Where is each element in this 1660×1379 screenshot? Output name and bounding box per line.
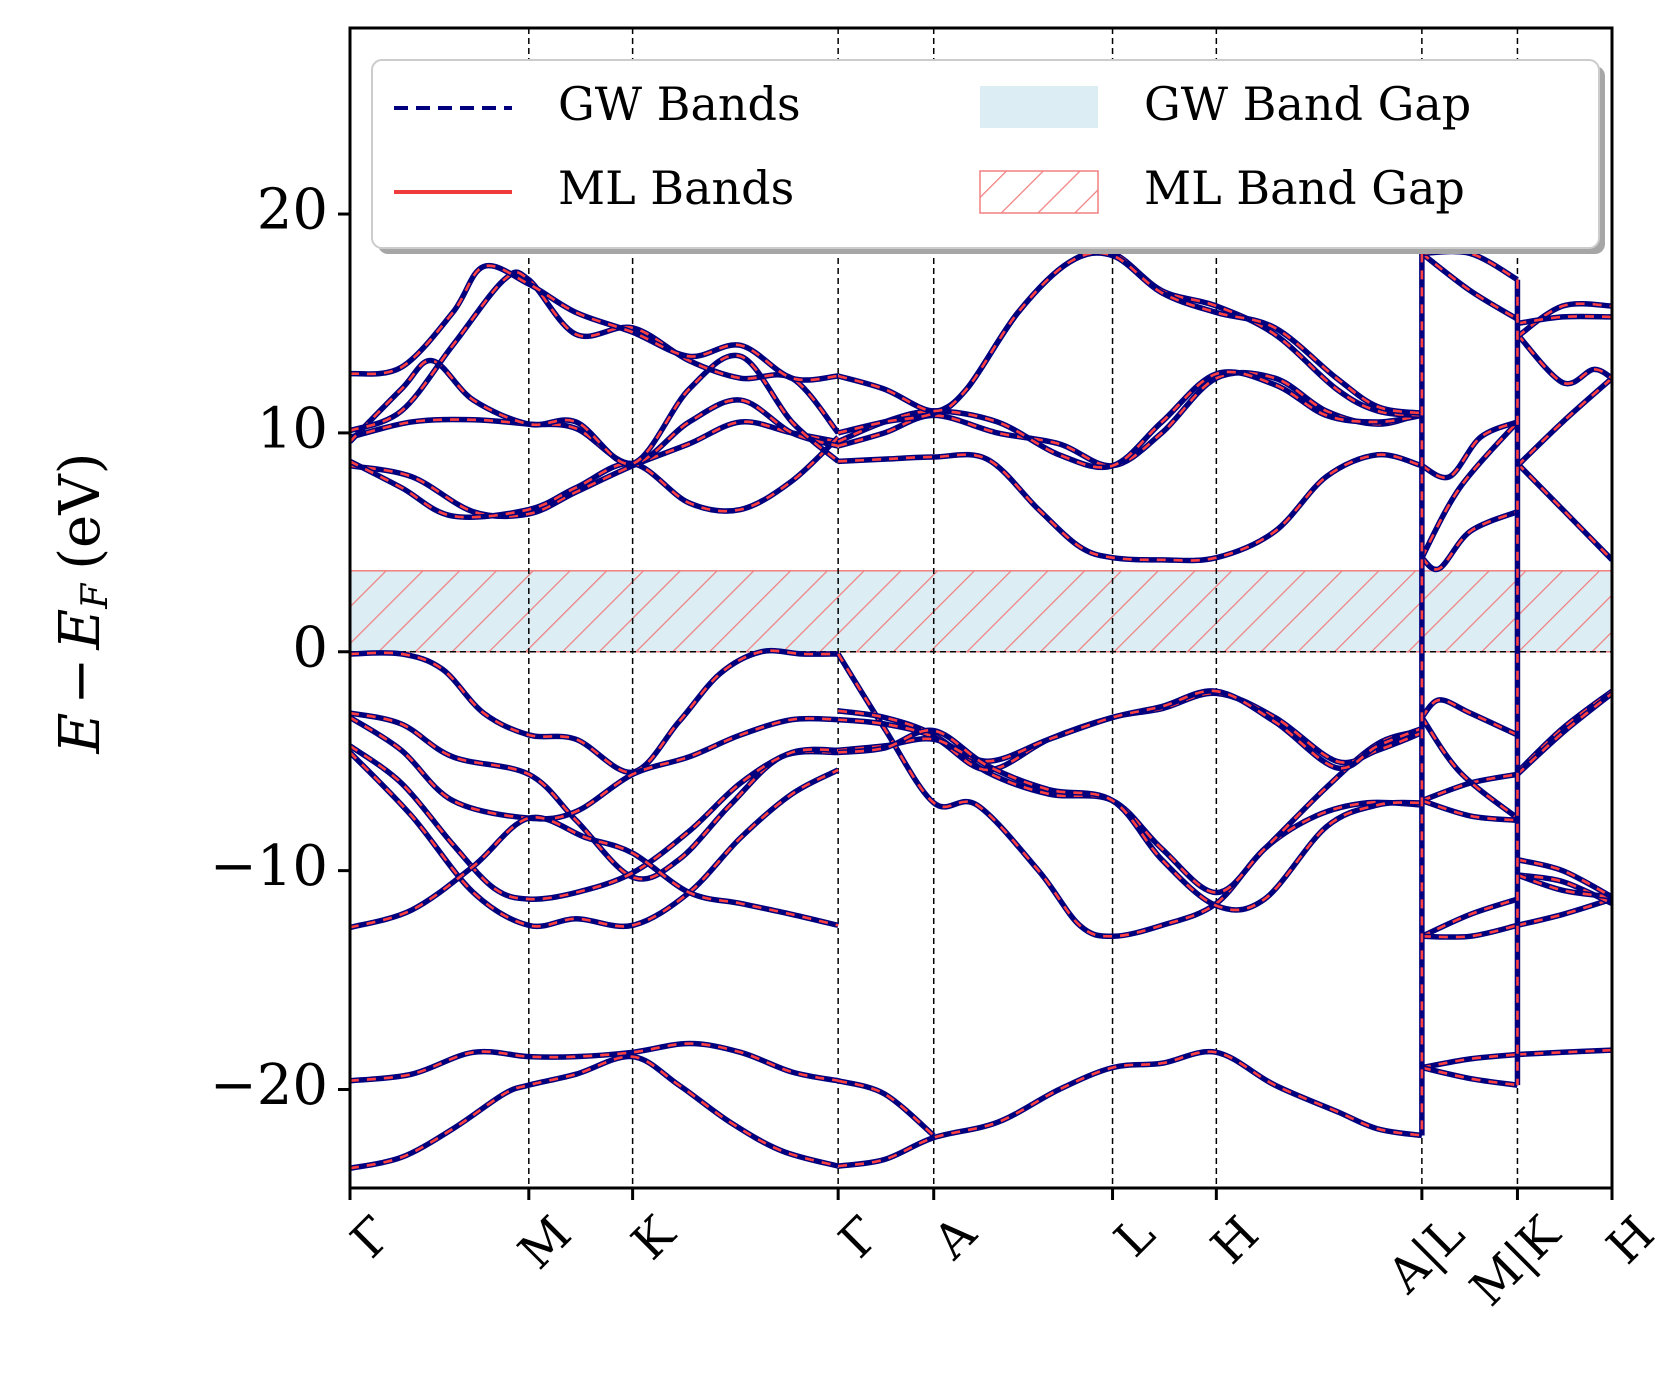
ml-band-49: [1516, 302, 1612, 338]
gw-band-36: [1420, 419, 1519, 481]
gw-band-48: [1515, 332, 1612, 387]
gw-band-12: [350, 269, 841, 435]
y-tick-label-0: −20: [210, 1053, 328, 1118]
plot-area: [348, 26, 1614, 1190]
legend-box: [371, 59, 1600, 249]
ml-band-12: [350, 270, 840, 434]
gw-band-24: [837, 248, 1423, 436]
x-tick-label-7: A|L: [1376, 1206, 1475, 1305]
ml-band-42: [1517, 873, 1612, 899]
ml-band-32: [1420, 716, 1519, 820]
bands-group: [350, 248, 1612, 1171]
x-tick-label-4: A: [922, 1205, 988, 1271]
x-tick-label-2: K: [621, 1205, 687, 1271]
ml-band-0: [350, 1055, 839, 1170]
gw-band-34: [1420, 509, 1519, 573]
ml-band-29: [1421, 924, 1518, 939]
ml-band-8: [350, 420, 839, 518]
ml-band-7: [350, 816, 839, 929]
ml-band-43: [1517, 858, 1612, 899]
ml-band-37: [1421, 252, 1519, 321]
ml-band-4: [350, 716, 839, 821]
ml-band-1: [350, 1042, 839, 1083]
legend-gw-gap-swatch: [980, 86, 1098, 128]
gw-band-10: [350, 397, 839, 467]
x-tick-label-9: H: [1596, 1206, 1660, 1275]
gw-band-47: [1515, 376, 1612, 468]
ml-band-23: [837, 370, 1423, 469]
gw-band-9: [350, 435, 841, 521]
axes-frame: [348, 26, 1614, 1190]
ml-band-25: [837, 251, 1423, 415]
y-axis-label: E−EF(eV): [48, 453, 117, 755]
x-tick-label-3: Γ: [828, 1206, 891, 1269]
y-tick-label-4: 20: [257, 178, 328, 243]
gw-band-39: [1517, 1047, 1612, 1058]
ml-band-40: [1517, 897, 1612, 927]
ml-band-18: [838, 692, 1423, 772]
gw-band-50: [1517, 313, 1612, 327]
ml-band-24: [837, 250, 1423, 435]
gw-band-15: [837, 1078, 936, 1138]
y-axis: −20 −10 0 10 20: [210, 178, 350, 1118]
legend-gw-bands-label: GW Bands: [558, 77, 801, 131]
ml-band-13: [350, 264, 839, 382]
ml-band-28: [1421, 897, 1518, 938]
ml-band-6: [350, 751, 839, 928]
ml-band-36: [1421, 420, 1518, 479]
gw-band-26: [1421, 1051, 1518, 1071]
ml-band-33: [1421, 799, 1518, 822]
gw-band-5: [350, 743, 839, 902]
gw-band-46: [1515, 461, 1612, 562]
ml-band-2: [350, 649, 839, 774]
ml-band-38: [1421, 250, 1519, 281]
x-tick-label-0: Γ: [340, 1206, 403, 1269]
legend: GW Bands ML Bands GW Band Gap ML Band Ga…: [371, 59, 1605, 254]
ml-band-3: [350, 711, 839, 881]
ml-band-gap-hatch: [349, 570, 1613, 653]
gw-band-27: [1421, 1064, 1518, 1088]
ml-band-27: [1421, 1066, 1518, 1087]
ml-band-45: [1516, 692, 1612, 776]
ml-band-9: [350, 436, 840, 519]
ml-band-48: [1516, 333, 1612, 385]
ml-band-21: [838, 453, 1423, 562]
gw-band-3: [350, 710, 839, 882]
gw-band-31: [1419, 697, 1519, 738]
gw-band-20: [837, 727, 1423, 913]
ml-band-14: [837, 1050, 1423, 1168]
x-tick-label-6: H: [1201, 1206, 1270, 1275]
x-axis: Γ M K Γ A L H A|LM|K H: [340, 1188, 1660, 1317]
ml-band-22: [837, 371, 1423, 468]
x-tick-label-8: M|K: [1460, 1205, 1572, 1317]
x-tick-label-5: L: [1104, 1206, 1166, 1268]
ml-band-35: [1420, 421, 1519, 559]
ml-band-10: [350, 398, 839, 465]
y-tick-label-3: 10: [257, 396, 328, 461]
ml-band-34: [1421, 510, 1518, 571]
x-tick-label-1: M: [508, 1206, 582, 1280]
legend-ml-gap-swatch: [979, 170, 1099, 214]
y-tick-label-1: −10: [210, 834, 328, 899]
legend-ml-bands-label: ML Bands: [558, 161, 794, 215]
gw-band-40: [1516, 896, 1612, 929]
ml-band-31: [1420, 698, 1518, 737]
legend-ml-gap-label: ML Band Gap: [1144, 161, 1465, 215]
ml-band-11: [350, 354, 839, 466]
ml-band-26: [1421, 1053, 1518, 1069]
gw-band-14: [837, 1048, 1423, 1169]
gw-band-35: [1419, 420, 1520, 559]
ml-band-19: [838, 689, 1423, 770]
ml-band-5: [350, 744, 839, 901]
y-tick-label-2: 0: [292, 615, 328, 680]
legend-gw-gap-label: GW Band Gap: [1144, 77, 1471, 131]
gw-band-2: [350, 647, 839, 775]
gw-band-1: [350, 1040, 839, 1084]
gw-band-16: [835, 652, 1423, 940]
ml-band-15: [837, 1079, 935, 1137]
